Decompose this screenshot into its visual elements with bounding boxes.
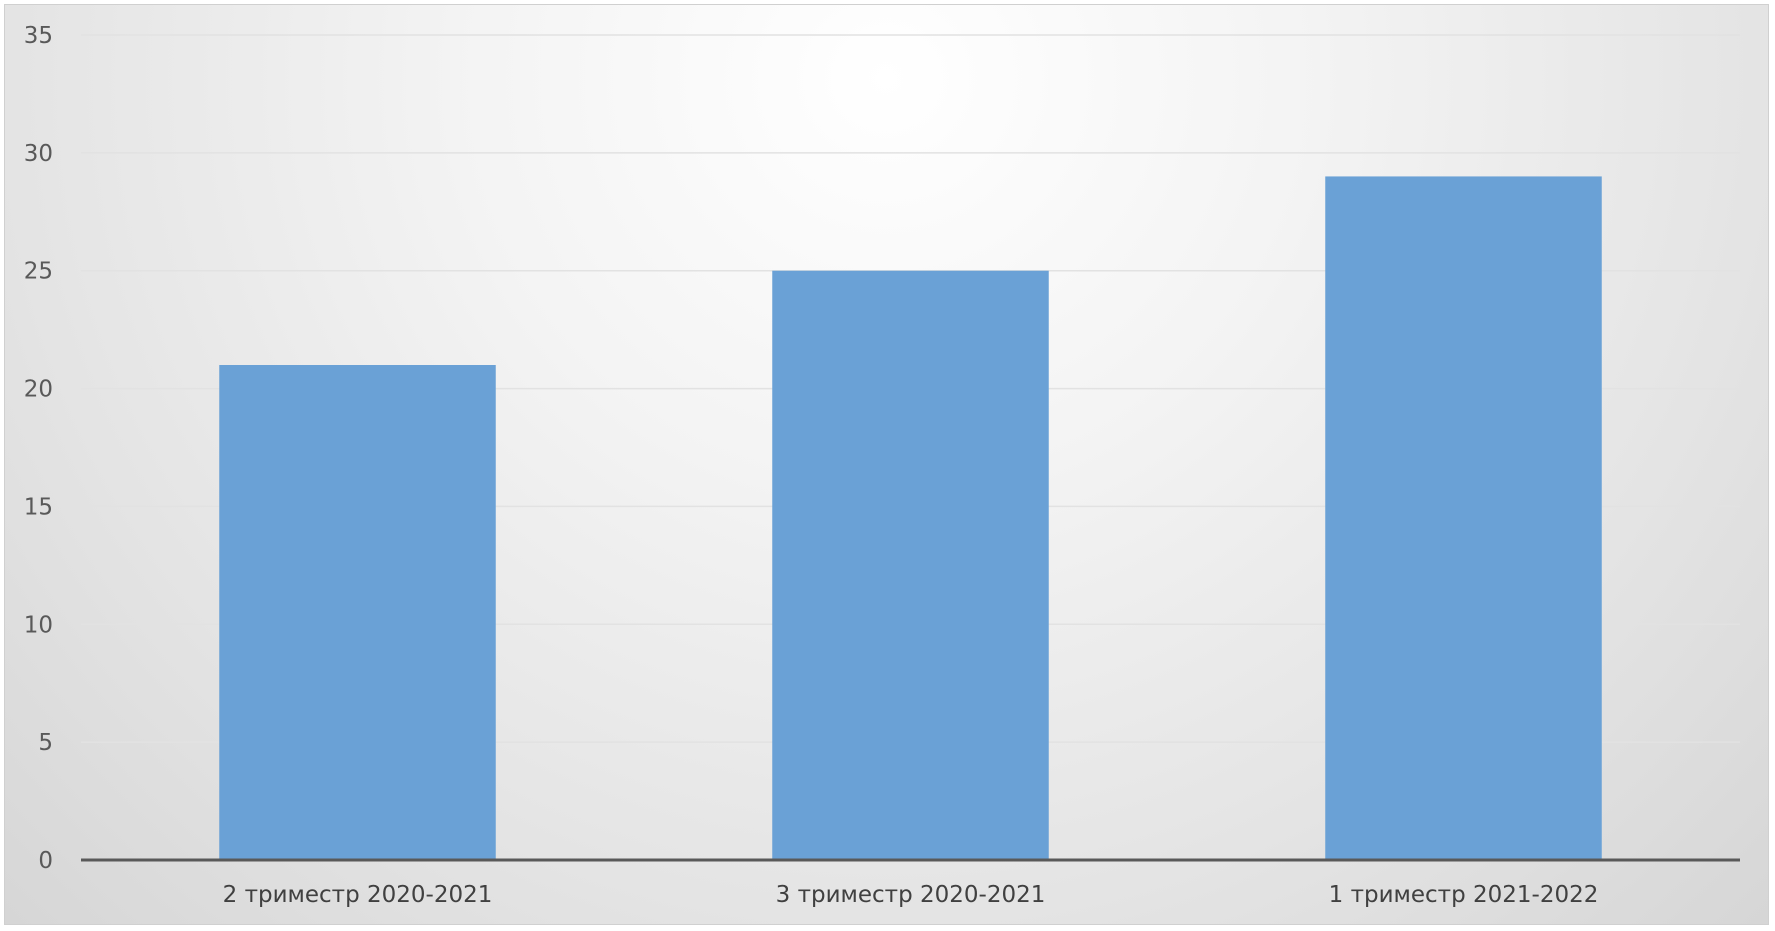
- x-category-label: 2 триместр 2020-2021: [223, 882, 493, 908]
- bar-2: [772, 270, 1049, 860]
- y-tick-label: 20: [24, 377, 53, 403]
- y-tick-label: 5: [38, 730, 53, 756]
- y-tick-label: 35: [24, 23, 53, 49]
- y-tick-label: 15: [24, 494, 53, 520]
- y-tick-label: 0: [38, 848, 53, 874]
- x-axis-category-labels: 2 триместр 2020-2021 3 триместр 2020-2021…: [223, 882, 1599, 908]
- bars: [219, 176, 1602, 860]
- y-axis-tick-labels: 0 5 10 15 20 25 30 35: [24, 23, 53, 874]
- x-category-label: 1 триместр 2021-2022: [1329, 882, 1599, 908]
- bar-chart: 0 5 10 15 20 25 30 35 2 триместр 2020-2021 3 три…: [24, 23, 1740, 908]
- bar-3: [1325, 176, 1602, 860]
- bar-1: [219, 365, 496, 860]
- x-category-label: 3 триместр 2020-2021: [776, 882, 1046, 908]
- y-tick-label: 30: [24, 141, 53, 167]
- chart-area: 0 5 10 15 20 25 30 35 2 триместр 2020-2021 3 три…: [4, 4, 1769, 925]
- y-tick-label: 10: [24, 612, 53, 638]
- y-tick-label: 25: [24, 259, 53, 285]
